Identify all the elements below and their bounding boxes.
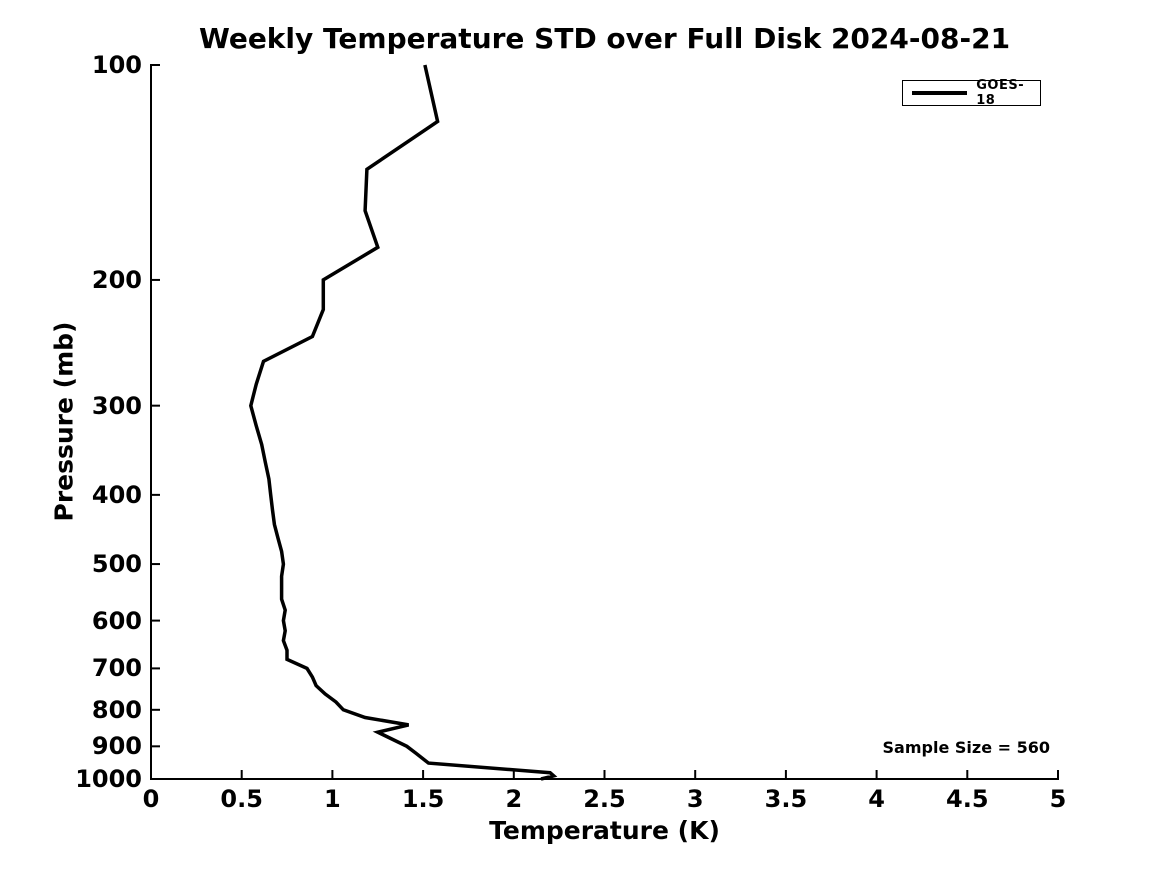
x-tick-label: 3.5 — [764, 785, 808, 813]
x-tick-label: 1 — [324, 785, 341, 813]
x-tick-label: 4 — [868, 785, 885, 813]
x-tick-label: 2 — [505, 785, 523, 813]
y-tick-label: 700 — [91, 654, 142, 683]
y-tick-label: 200 — [91, 265, 142, 294]
x-tick-label: 2.5 — [583, 785, 626, 813]
x-tick-label: 4.5 — [946, 785, 989, 813]
y-tick-label: 500 — [91, 550, 142, 579]
chart-title: Weekly Temperature STD over Full Disk 20… — [198, 22, 1011, 55]
y-tick-label: 300 — [91, 391, 142, 420]
legend: GOES-18 — [902, 78, 1041, 108]
y-tick-label: 400 — [91, 480, 142, 509]
x-tick-label: 1.5 — [401, 785, 445, 813]
x-tick-label: 0.5 — [220, 785, 263, 813]
x-tick-label: 5 — [1049, 785, 1067, 813]
y-tick-label: 800 — [91, 695, 142, 724]
y-tick-label: 100 — [91, 51, 142, 79]
x-axis-label: Temperature (K) — [489, 816, 720, 845]
y-tick-label: 1000 — [75, 765, 142, 793]
y-tick-label: 600 — [91, 606, 142, 635]
data-line-goes18 — [248, 64, 558, 781]
y-tick-label: 900 — [91, 732, 142, 761]
legend-label: GOES-18 — [976, 78, 1025, 108]
x-tick-label: 3 — [686, 785, 704, 813]
legend-line-sample — [912, 91, 968, 95]
sample-size-annotation: Sample Size = 560 — [882, 738, 1050, 757]
x-tick-label: 0 — [142, 785, 160, 813]
axes — [150, 64, 1059, 780]
